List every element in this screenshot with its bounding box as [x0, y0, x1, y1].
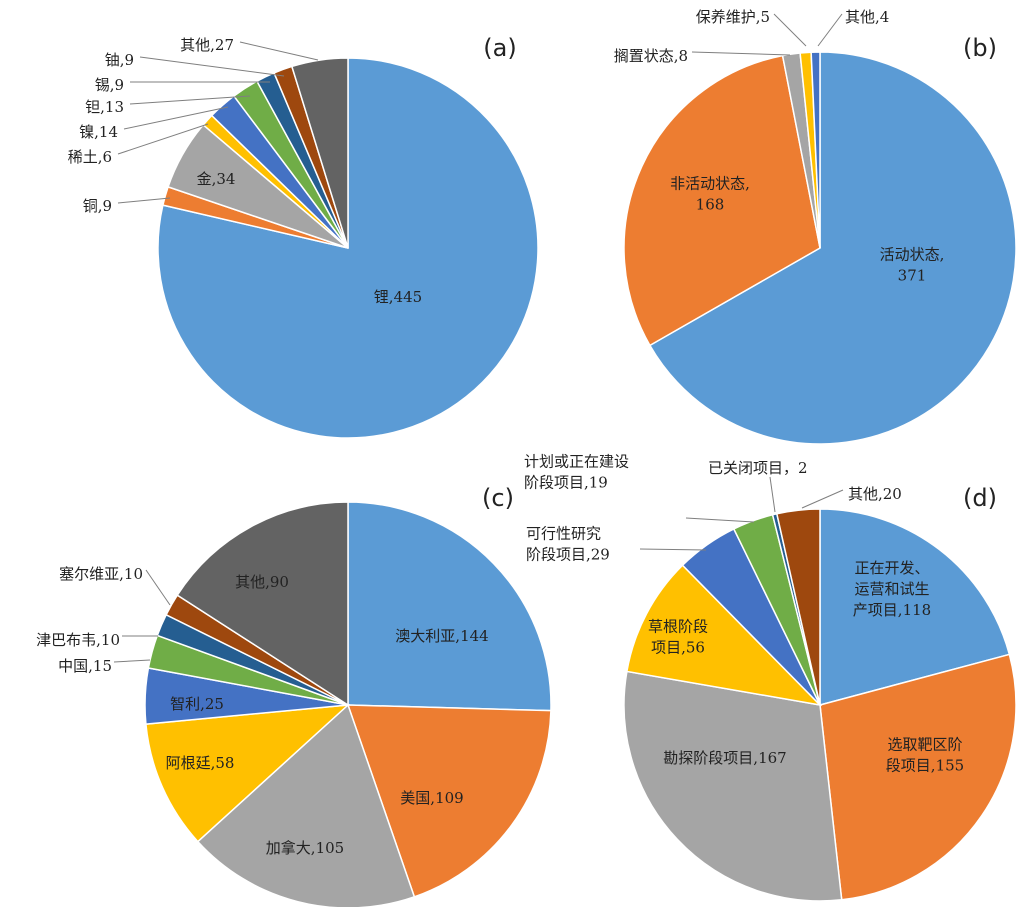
pie-slice [623, 670, 843, 902]
pie-slice [819, 508, 1011, 706]
pie-slice [648, 51, 1017, 445]
slice-label: 搁置状态,8 [614, 47, 688, 65]
slice-label: 其他,90 [235, 573, 289, 591]
slice-label: 加拿大,105 [266, 839, 344, 857]
pie-slice [775, 508, 821, 706]
leader-line [685, 517, 755, 523]
pie-chart-b: 活动状态, 371 非活动状态, 168 搁置状态,8 保养维护,5 其他,4 (b) [614, 8, 1017, 445]
slice-label: 活动状态, 371 [880, 246, 945, 285]
leader-line [139, 56, 285, 77]
leader-line [239, 41, 319, 61]
slice-label: 计划或正在建设阶段项目,19 [524, 453, 629, 492]
leader-line [145, 569, 171, 606]
leader-line [691, 51, 791, 56]
pie-slice [626, 564, 823, 707]
panel-label: (a) [483, 34, 516, 62]
pie-slice [623, 54, 821, 347]
leader-line [773, 13, 807, 47]
pie-slice [196, 703, 416, 909]
leader-line [801, 489, 844, 509]
slice-label: 阿根廷,58 [166, 754, 235, 772]
pie-slice [347, 501, 552, 712]
slice-label: 智利,25 [170, 695, 224, 713]
slice-label: 铜,9 [83, 197, 112, 215]
leader-line [129, 95, 251, 105]
slice-label: 可行性研究阶段项目,29 [526, 525, 610, 564]
panel-label: (b) [963, 34, 997, 62]
pie-slice [810, 51, 821, 249]
leader-line [817, 13, 843, 47]
slice-label: 其他,20 [848, 485, 902, 503]
leader-line [769, 476, 776, 513]
slice-label: 塞尔维亚,10 [59, 565, 143, 583]
pie-slice [346, 704, 552, 898]
panel-label: (c) [482, 484, 514, 512]
pie-chart-d: 正在开发、运营和试生产项目,118 选取靶区阶段项目,155 勘探阶段项目,167 草… [524, 453, 1017, 902]
slice-label: 其他,4 [845, 8, 889, 26]
pie-slice [145, 704, 351, 843]
slice-label: 非活动状态, 168 [670, 175, 750, 214]
slice-label: 钽,13 [85, 98, 124, 116]
pie-slice [819, 653, 1017, 901]
slice-label: 已关闭项目，2 [708, 459, 808, 477]
panel-label: (d) [963, 484, 997, 512]
slice-label: 中国,15 [58, 657, 112, 675]
leader-line [639, 548, 707, 551]
pie-chart-c: 澳大利亚,144 美国,109 加拿大,105 阿根廷,58 智利,25 中国,15 津巴布… [36, 484, 552, 909]
slice-label: 稀土,6 [68, 148, 112, 166]
leader-line [123, 106, 229, 130]
slice-label: 正在开发、运营和试生产项目,118 [853, 559, 931, 619]
slice-label: 草根阶段项目,56 [648, 618, 708, 657]
pie-slice [176, 501, 349, 707]
slice-label: 其他,27 [180, 36, 234, 54]
leader-line [117, 123, 209, 155]
slice-label: 选取靶区阶段项目,155 [886, 736, 964, 775]
leader-line [113, 659, 151, 663]
pie-slice [290, 57, 349, 249]
slice-label: 镍,14 [79, 123, 118, 141]
pie-chart-a: 锂,445 铜,9 金,34 稀土,6 镍,14 钽,13 锡,9 铀,9 其他,27 (a) [68, 34, 539, 439]
slice-label: 金,34 [197, 170, 236, 188]
leader-line [117, 197, 171, 204]
slice-label: 澳大利亚,144 [395, 627, 488, 645]
slice-label: 锂,445 [374, 288, 422, 306]
slice-label: 保养维护,5 [696, 8, 770, 26]
slice-label: 铀,9 [105, 51, 134, 69]
slice-label: 勘探阶段项目,167 [663, 749, 786, 767]
slice-label: 美国,109 [400, 789, 463, 807]
slice-label: 锡,9 [95, 76, 124, 94]
slice-label: 津巴布韦,10 [36, 631, 120, 649]
